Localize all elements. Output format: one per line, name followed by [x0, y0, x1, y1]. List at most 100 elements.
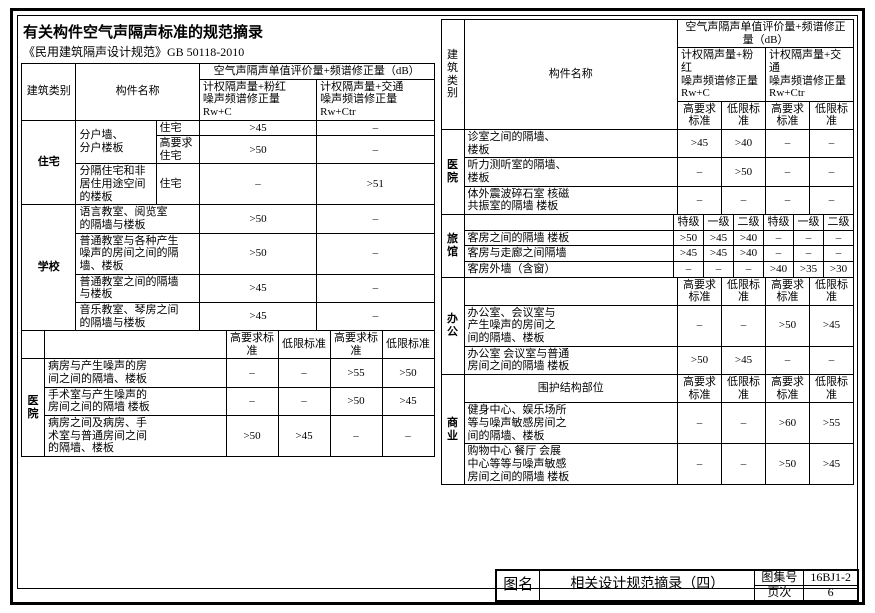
cell: >35: [794, 261, 824, 277]
xx-r4-name: 音乐教室、琴房之间的隔墙与楼板: [76, 302, 199, 330]
cell: –: [734, 261, 764, 277]
hdr-c2: 计权隔声量+交通噪声频谱修正量Rw+Ctr: [766, 48, 854, 102]
cell: –: [317, 136, 434, 164]
cell: >30: [824, 261, 854, 277]
cell: >50: [226, 416, 278, 457]
lg-r1-name: 客房之间的隔墙 楼板: [464, 230, 674, 246]
cell: –: [824, 246, 854, 262]
hdr-c1: 计权隔声量+粉红噪声频谱修正量Rw+C: [678, 48, 766, 102]
xx-r1-name: 语言教室、阅览室的隔墙与楼板: [76, 205, 199, 233]
yy2-r2-name: 听力测听室的隔墙、楼板: [464, 158, 678, 186]
cell: >45: [199, 302, 316, 330]
cell: >50: [678, 346, 722, 374]
zz-cat: 住宅: [22, 120, 76, 205]
zz-r3-name: 分隔住宅和非居住用途空间的楼板: [76, 164, 156, 205]
left-table-2: 高要求标准 低限标准 高要求标准 低限标准 医院 病房与产生噪声的房间之间的隔墙…: [21, 330, 435, 457]
yy2-r1-name: 诊室之间的隔墙、楼板: [464, 130, 678, 158]
cell: –: [317, 205, 434, 233]
ft-jv: 16BJ1-2: [804, 570, 858, 586]
cell: –: [278, 359, 330, 387]
cell: –: [764, 230, 794, 246]
ft-tn: 图名: [496, 570, 540, 601]
xx-cat: 学校: [22, 205, 76, 331]
cell: >55: [810, 403, 854, 444]
cell: –: [766, 158, 810, 186]
cell: >45: [199, 120, 316, 136]
cell: –: [678, 305, 722, 346]
right-table-1: 建筑类别 构件名称 空气声隔声单值评价量+频谱修正量（dB） 计权隔声量+粉红噪…: [441, 19, 855, 215]
lg-r2-name: 客房与走廊之间隔墙: [464, 246, 674, 262]
ft-pv: 6: [804, 586, 858, 602]
hdr-hreq: 高要求标准: [678, 101, 722, 129]
cell: –: [764, 246, 794, 262]
sy-r1-name: 健身中心、娱乐场所等与噪声敏感房间之间的隔墙、楼板: [464, 403, 678, 444]
hdr-g2: 一级: [794, 214, 824, 230]
lg-r3-name: 客房外墙（含窗）: [464, 261, 674, 277]
ft-jn: 图集号: [755, 570, 804, 586]
hdr-g1: 特级: [764, 214, 794, 230]
hdr-g2: 一级: [704, 214, 734, 230]
subtitle: 《民用建筑隔声设计规范》GB 50118-2010: [23, 43, 435, 60]
cell: –: [317, 302, 434, 330]
cell: –: [722, 444, 766, 485]
right-table-3: 办公 高要求标准低限标准高要求标准低限标准 办公室、会议室与产生噪声的房间之间的…: [441, 277, 855, 486]
cell: >45: [704, 230, 734, 246]
hdr-name: 构件名称: [76, 64, 199, 121]
cell: >50: [199, 136, 316, 164]
zz-r1-name: 分户墙、分户楼板: [76, 120, 156, 164]
ft-tv: 相关设计规范摘录（四）: [540, 570, 755, 601]
hdr-top: 空气声隔声单值评价量+频谱修正量（dB）: [199, 64, 434, 80]
right-column: 建筑类别 构件名称 空气声隔声单值评价量+频谱修正量（dB） 计权隔声量+粉红噪…: [441, 19, 855, 585]
hdr-lreq: 低限标准: [810, 277, 854, 305]
hdr-hreq: 高要求标准: [766, 375, 810, 403]
hdr-hreq: 高要求标准: [226, 331, 278, 359]
cell: >40: [734, 246, 764, 262]
cell: –: [810, 186, 854, 214]
cell: >51: [317, 164, 434, 205]
cell: –: [794, 246, 824, 262]
cell: >45: [674, 246, 704, 262]
cell: >50: [722, 158, 766, 186]
cell: >55: [330, 359, 382, 387]
yy-r1-name: 病房与产生噪声的房间之间的隔墙、楼板: [45, 359, 227, 387]
hdr-g1: 特级: [674, 214, 704, 230]
hdr-cat: 建筑类别: [441, 20, 464, 130]
cell: >45: [704, 246, 734, 262]
xx-r3-name: 普通教室之间的隔墙与楼板: [76, 274, 199, 302]
cell: >45: [810, 305, 854, 346]
cell: >45: [722, 346, 766, 374]
cell: –: [766, 346, 810, 374]
bg-r1-name: 办公室、会议室与产生噪声的房间之间的隔墙、楼板: [464, 305, 678, 346]
cell: >60: [766, 403, 810, 444]
cell: –: [278, 387, 330, 415]
left-table: 建筑类别 构件名称 空气声隔声单值评价量+频谱修正量（dB） 计权隔声量+粉红噪…: [21, 63, 435, 331]
zz-r1-sub: 住宅: [156, 120, 199, 136]
cell: –: [226, 387, 278, 415]
hdr-lreq: 低限标准: [810, 375, 854, 403]
cell: –: [824, 230, 854, 246]
cell: >50: [330, 387, 382, 415]
zz-r3-sub: 住宅: [156, 164, 199, 205]
yy2-cat: 医院: [441, 130, 464, 215]
sy-cat: 商业: [441, 375, 464, 485]
lg-cat: 旅馆: [441, 214, 464, 277]
cell: –: [678, 186, 722, 214]
cell: >50: [382, 359, 434, 387]
cell: –: [330, 416, 382, 457]
yy-cat: 医院: [22, 359, 45, 456]
footer: 图名 相关设计规范摘录（四） 图集号 16BJ1-2 页次 6: [495, 569, 859, 599]
sy-hd: 围护结构部位: [464, 375, 678, 403]
yy2-r3-name: 体外震波碎石室 核磁共振室的隔墙 楼板: [464, 186, 678, 214]
cell: –: [317, 274, 434, 302]
hdr-lreq: 低限标准: [722, 277, 766, 305]
cell: –: [382, 416, 434, 457]
hdr-hreq: 高要求标准: [766, 101, 810, 129]
hdr-lreq: 低限标准: [722, 375, 766, 403]
cell: –: [317, 120, 434, 136]
cell: >50: [199, 205, 316, 233]
cell: –: [722, 305, 766, 346]
hdr-lreq: 低限标准: [810, 101, 854, 129]
cell: –: [766, 130, 810, 158]
cell: >45: [382, 387, 434, 415]
cell: >50: [766, 305, 810, 346]
